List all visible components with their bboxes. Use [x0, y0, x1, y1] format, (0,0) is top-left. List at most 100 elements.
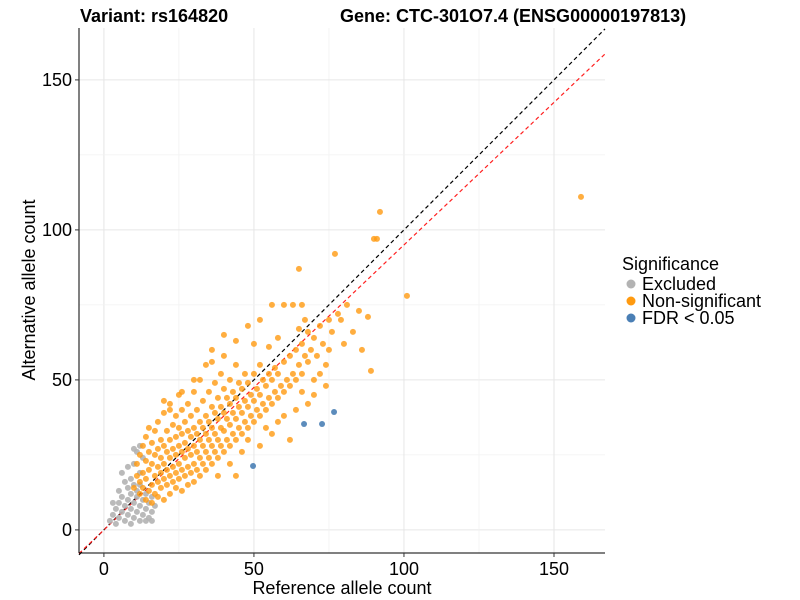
data-point: [214, 454, 221, 461]
data-point: [208, 346, 215, 353]
data-point: [154, 418, 161, 425]
data-point: [172, 484, 179, 491]
data-point: [334, 310, 341, 317]
data-point: [268, 376, 275, 383]
data-point: [223, 436, 230, 443]
data-point: [319, 340, 326, 347]
data-point: [274, 334, 281, 341]
data-point: [244, 379, 251, 386]
legend-marker-excluded: [626, 279, 636, 289]
data-point: [367, 367, 374, 374]
data-point: [220, 385, 227, 392]
data-point: [112, 520, 119, 527]
data-point: [169, 445, 176, 452]
data-point: [148, 481, 155, 488]
data-point: [121, 478, 128, 485]
data-point: [340, 340, 347, 347]
data-point: [121, 502, 128, 509]
data-point: [127, 475, 134, 482]
data-point: [175, 475, 182, 482]
data-point: [154, 478, 161, 485]
data-point: [175, 460, 182, 467]
data-point: [316, 322, 323, 329]
data-point: [238, 385, 245, 392]
data-point: [220, 427, 227, 434]
data-point: [130, 514, 137, 521]
data-point: [208, 358, 215, 365]
data-point: [166, 406, 173, 413]
data-point: [169, 463, 176, 470]
data-point: [181, 454, 188, 461]
data-point: [262, 406, 269, 413]
data-point: [295, 265, 302, 272]
data-point: [259, 376, 266, 383]
data-point: [304, 328, 311, 335]
data-point: [223, 415, 230, 422]
data-point: [184, 427, 191, 434]
data-point: [292, 406, 299, 413]
data-point: [166, 490, 173, 497]
data-point: [148, 499, 155, 506]
data-point: [184, 481, 191, 488]
data-point: [265, 370, 272, 377]
data-point: [205, 418, 212, 425]
x-tick-label: 100: [389, 559, 419, 579]
data-point: [199, 460, 206, 467]
data-point: [220, 331, 227, 338]
legend-label-non-significant: Non-significant: [642, 291, 761, 311]
data-point: [325, 346, 332, 353]
data-point: [280, 412, 287, 419]
data-point: [187, 469, 194, 476]
data-point: [226, 376, 233, 383]
data-point: [163, 481, 170, 488]
data-point: [166, 472, 173, 479]
data-point: [211, 379, 218, 386]
data-point: [172, 451, 179, 458]
data-point: [256, 442, 263, 449]
data-point: [298, 370, 305, 377]
data-point: [148, 517, 155, 524]
data-point: [208, 424, 215, 431]
data-point: [139, 511, 146, 518]
data-point: [358, 346, 365, 353]
data-point: [124, 484, 131, 491]
y-tick-label: 150: [42, 70, 72, 90]
data-point: [136, 490, 143, 497]
data-point: [178, 430, 185, 437]
data-point: [304, 400, 311, 407]
data-point: [136, 517, 143, 524]
legend-label-fdr: FDR < 0.05: [642, 308, 735, 328]
data-point: [214, 436, 221, 443]
data-point: [232, 337, 239, 344]
data-point: [226, 460, 233, 467]
data-point: [166, 400, 173, 407]
points: [106, 193, 584, 527]
data-point: [199, 442, 206, 449]
data-point: [142, 433, 149, 440]
data-point: [286, 382, 293, 389]
data-point: [274, 394, 281, 401]
data-point: [292, 376, 299, 383]
data-point: [214, 472, 221, 479]
data-point: [115, 487, 122, 494]
data-point: [127, 490, 134, 497]
data-point: [115, 499, 122, 506]
data-point: [190, 478, 197, 485]
data-point: [265, 394, 272, 401]
data-point: [130, 499, 137, 506]
data-point: [193, 466, 200, 473]
axes: 0 50 100 150 0 50 100 150: [42, 28, 605, 579]
data-point: [259, 400, 266, 407]
data-point: [181, 418, 188, 425]
data-point: [145, 448, 152, 455]
data-point: [220, 409, 227, 416]
data-point: [142, 517, 149, 524]
data-point: [238, 409, 245, 416]
data-point: [256, 391, 263, 398]
data-point: [301, 421, 308, 427]
data-point: [124, 463, 131, 470]
data-point: [271, 388, 278, 395]
data-point: [187, 451, 194, 458]
